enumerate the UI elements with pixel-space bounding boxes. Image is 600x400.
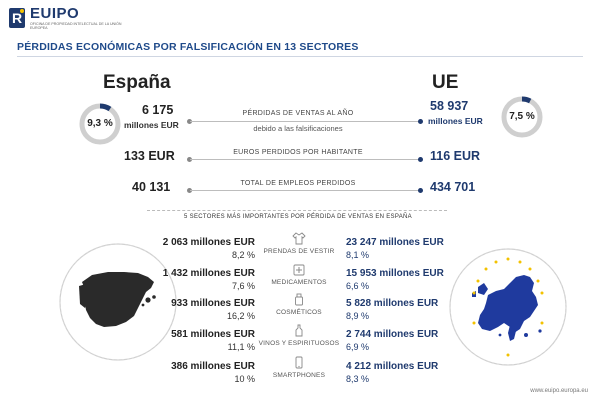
eu-sales-loss-value: 58 937 [430, 99, 469, 113]
row-marker [418, 157, 423, 162]
row-marker [187, 157, 192, 162]
spain-donut-label: 9,3 % [87, 118, 113, 129]
svg-text:R: R [12, 10, 22, 26]
sales-loss-sublabel: debido a las falsificaciones [253, 124, 343, 133]
sector-eu-percent: 6,9 % [346, 342, 370, 352]
sector-name: VINOS Y ESPIRITUOSOS [258, 340, 340, 347]
sector-eu-value: 23 247 millones EUR [346, 237, 444, 248]
sector-name: MEDICAMENTOS [271, 279, 327, 286]
sector-spain-value: 1 432 millones EUR [162, 268, 255, 279]
sector-spain-value: 2 063 millones EUR [162, 237, 255, 248]
sector-eu-percent: 6,6 % [346, 281, 370, 291]
spain-jobs: 40 131 [132, 180, 171, 194]
spain-sales-loss-unit: millones EUR [124, 120, 179, 130]
footer-url[interactable]: www.euipo.europa.eu [530, 388, 588, 394]
eu-sales-loss-unit: millones EUR [428, 116, 483, 126]
euipo-logo-icon: R [9, 8, 25, 28]
sector-spain-percent: 11,1 % [227, 342, 255, 352]
spain-map [59, 243, 177, 361]
medicine-icon [293, 264, 305, 276]
sector-eu-value: 2 744 millones EUR [346, 329, 439, 340]
sector-name: PRENDAS DE VESTIR [263, 248, 335, 255]
cosmetics-icon [295, 293, 303, 306]
per-capita-rule [190, 159, 420, 160]
sector-eu-percent: 8,1 % [346, 250, 370, 260]
sector-eu-value: 4 212 millones EUR [346, 361, 439, 372]
brand-subtitle: OFICINA DE PROPIEDAD INTELECTUAL DE LA U… [30, 22, 122, 31]
sector-spain-percent: 10 % [234, 374, 255, 384]
spain-per-capita: 133 EUR [124, 149, 175, 163]
sectors-divider [147, 210, 447, 211]
sector-spain-percent: 8,2 % [231, 250, 255, 260]
sales-loss-rule [190, 121, 420, 122]
spain-heading: España [103, 72, 171, 93]
spain-donut [79, 103, 121, 145]
sector-eu-percent: 8,9 % [346, 311, 370, 321]
row-marker [418, 188, 423, 193]
eu-donut [501, 96, 543, 138]
bottle-icon [295, 324, 303, 337]
per-capita-label: EUROS PERDIDOS POR HABITANTE [233, 149, 363, 156]
eu-per-capita: 116 EUR [430, 149, 481, 163]
eu-donut-label: 7,5 % [509, 111, 535, 122]
eu-heading: UE [432, 72, 459, 93]
sector-eu-value: 5 828 millones EUR [346, 298, 439, 309]
page-title: PÉRDIDAS ECONÓMICAS POR FALSIFICACIÓN EN… [17, 41, 359, 53]
sector-spain-value: 386 millones EUR [171, 361, 255, 372]
sector-eu-percent: 8,3 % [346, 374, 370, 384]
title-divider [17, 56, 583, 57]
sector-name: SMARTPHONES [272, 372, 326, 379]
jobs-label: TOTAL DE EMPLEOS PERDIDOS [240, 180, 356, 187]
sector-spain-value: 581 millones EUR [171, 329, 255, 340]
jobs-rule [190, 190, 420, 191]
sector-eu-value: 15 953 millones EUR [346, 268, 444, 279]
row-marker [187, 119, 192, 124]
sector-name: COSMÉTICOS [276, 309, 322, 316]
brand-name: EUIPO [30, 5, 80, 22]
eu-jobs: 434 701 [430, 180, 476, 194]
sectors-heading: 5 SECTORES MÁS IMPORTANTES POR PÉRDIDA D… [184, 214, 412, 220]
shirt-icon [292, 232, 306, 245]
spain-sales-loss-value: 6 175 [142, 103, 174, 117]
smartphone-icon [295, 356, 303, 369]
sector-spain-value: 933 millones EUR [171, 298, 255, 309]
sector-spain-percent: 7,6 % [231, 281, 255, 291]
sales-loss-label: PÉRDIDAS DE VENTAS AL AÑO [242, 110, 354, 117]
row-marker [418, 119, 423, 124]
row-marker [187, 188, 192, 193]
sector-spain-percent: 16,2 % [226, 311, 255, 321]
eu-map [449, 248, 567, 366]
